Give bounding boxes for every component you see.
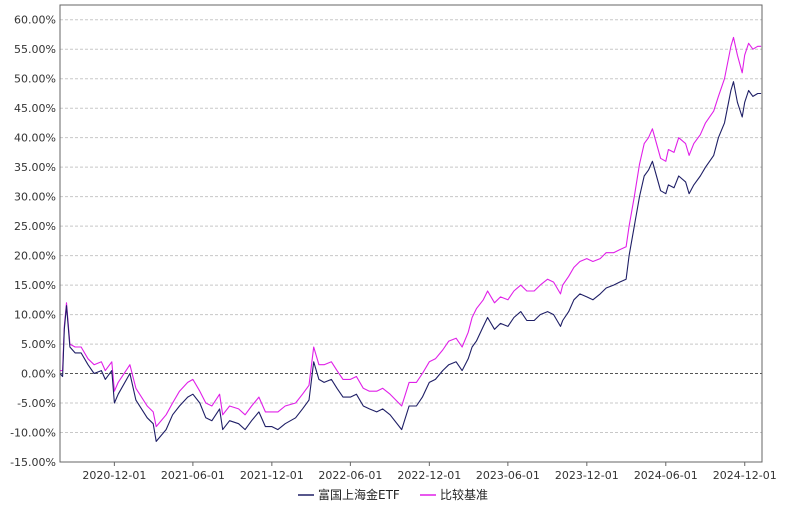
series-line-fuguo-gold-etf — [59, 81, 762, 442]
y-tick-label: 50.00% — [14, 73, 56, 86]
legend-label-benchmark: 比较基准 — [440, 487, 488, 502]
y-tick-label: 60.00% — [14, 14, 56, 27]
x-tick-label: 2021-12-01 — [240, 469, 304, 482]
y-tick-label: -5.00% — [17, 397, 56, 410]
y-tick-label: 0.00% — [21, 368, 56, 381]
y-tick-label: 15.00% — [14, 279, 56, 292]
x-axis-tick-labels: 2020-12-01 2021-06-01 2021-12-01 2022-06-01… — [82, 462, 777, 482]
x-tick-label: 2020-12-01 — [82, 469, 146, 482]
y-tick-label: 55.00% — [14, 43, 56, 56]
x-tick-label: 2023-12-01 — [555, 469, 619, 482]
series-line-benchmark — [60, 36, 762, 428]
x-tick-label: 2021-06-01 — [161, 469, 225, 482]
x-tick-label: 2022-06-01 — [318, 469, 382, 482]
x-tick-label: 2022-12-01 — [397, 469, 461, 482]
y-tick-label: 25.00% — [14, 220, 56, 233]
y-tick-label: -10.00% — [10, 427, 56, 440]
series-lines — [59, 36, 762, 442]
y-tick-label: 5.00% — [21, 338, 56, 351]
gridlines — [60, 19, 762, 463]
legend-label-fuguo-gold-etf: 富国上海金ETF — [318, 487, 400, 502]
x-tick-label: 2024-06-01 — [634, 469, 698, 482]
y-tick-label: 30.00% — [14, 191, 56, 204]
y-tick-label: 40.00% — [14, 132, 56, 145]
y-tick-label: 45.00% — [14, 102, 56, 115]
legend: 富国上海金ETF 比较基准 — [298, 487, 488, 502]
y-tick-label: -15.00% — [10, 456, 56, 469]
y-tick-label: 10.00% — [14, 309, 56, 322]
x-tick-label: 2024-12-01 — [713, 469, 777, 482]
y-tick-label: 35.00% — [14, 161, 56, 174]
y-tick-label: 20.00% — [14, 250, 56, 263]
x-tick-label: 2023-06-01 — [476, 469, 540, 482]
y-axis-tick-labels: 60.00% 55.00% 50.00% 45.00% 40.00% 35.00% 30.0… — [10, 14, 56, 469]
plot-frame — [59, 4, 763, 463]
